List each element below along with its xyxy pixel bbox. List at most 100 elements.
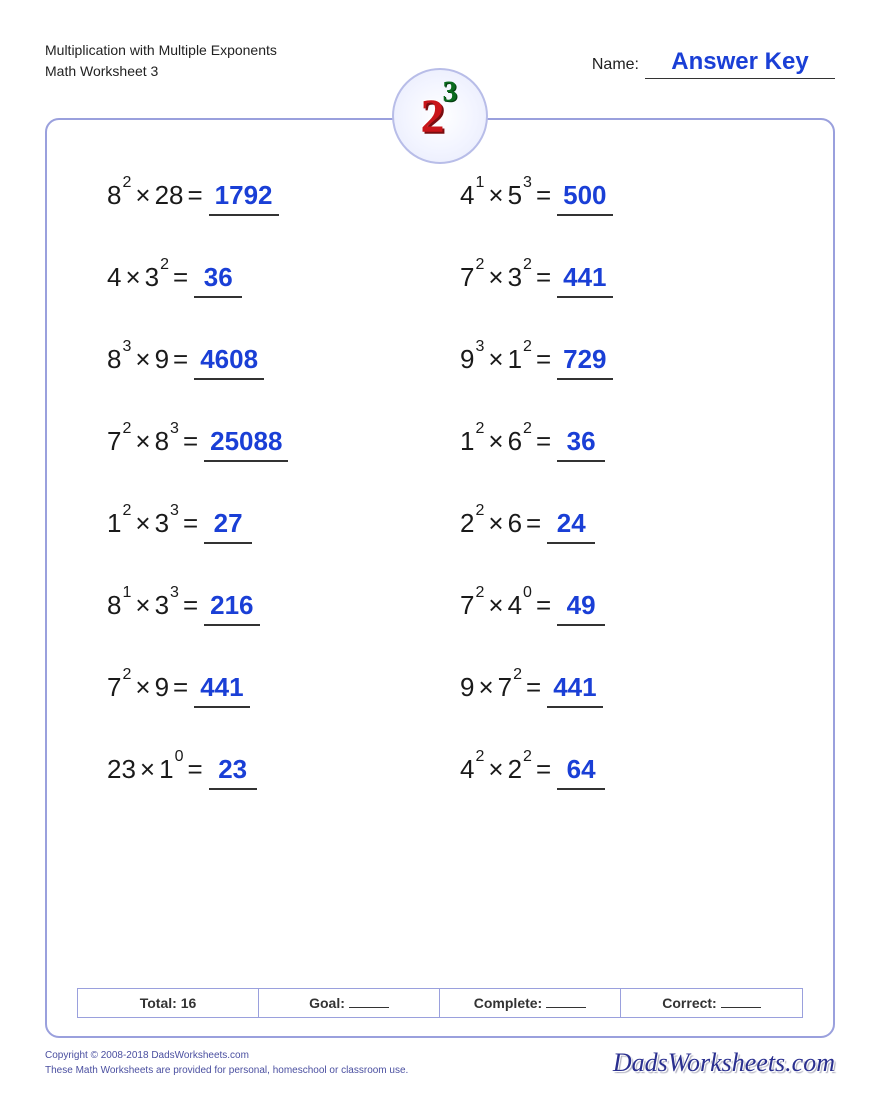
answer: 27 [204, 508, 252, 544]
expression: 12×33= [107, 508, 204, 539]
answer: 441 [547, 672, 602, 708]
expression: 83×9= [107, 344, 194, 375]
problem-16: 42×22=64 [460, 754, 773, 790]
answer: 36 [194, 262, 242, 298]
problem-15: 23×10=23 [107, 754, 420, 790]
term: 9 [460, 674, 474, 700]
term: 72 [460, 592, 484, 618]
stat-correct: Correct: [621, 989, 802, 1017]
problem-5: 83×9=4608 [107, 344, 420, 380]
answer: 441 [194, 672, 249, 708]
exponent-badge: 23 [392, 68, 488, 164]
term: 41 [460, 182, 484, 208]
term: 72 [107, 428, 131, 454]
term: 10 [159, 756, 183, 782]
term: 53 [508, 182, 532, 208]
problem-6: 93×12=729 [460, 344, 773, 380]
expression: 22×6= [460, 508, 547, 539]
term: 9 [155, 346, 169, 372]
problem-14: 9×72=441 [460, 672, 773, 708]
problem-4: 72×32=441 [460, 262, 773, 298]
stat-total: Total: 16 [78, 989, 259, 1017]
problem-7: 72×83=25088 [107, 426, 420, 462]
problem-12: 72×40=49 [460, 590, 773, 626]
expression: 41×53= [460, 180, 557, 211]
answer: 24 [547, 508, 595, 544]
answer: 500 [557, 180, 612, 216]
expression: 72×40= [460, 590, 557, 621]
term: 12 [508, 346, 532, 372]
footer-left: Copyright © 2008-2018 DadsWorksheets.com… [45, 1048, 408, 1078]
term: 22 [460, 510, 484, 536]
problem-10: 22×6=24 [460, 508, 773, 544]
name-value: Answer Key [645, 48, 835, 79]
problem-11: 81×33=216 [107, 590, 420, 626]
expression: 72×83= [107, 426, 204, 457]
term: 12 [460, 428, 484, 454]
problems-grid: 82×28=179241×53=5004×32=3672×32=44183×9=… [77, 180, 803, 790]
badge-expression: 23 [421, 89, 460, 144]
worksheet-frame: 82×28=179241×53=5004×32=3672×32=44183×9=… [45, 118, 835, 1038]
expression: 72×32= [460, 262, 557, 293]
title-line-1: Multiplication with Multiple Exponents [45, 40, 277, 61]
title-line-2: Math Worksheet 3 [45, 61, 277, 82]
answer: 441 [557, 262, 612, 298]
term: 6 [508, 510, 522, 536]
answer: 64 [557, 754, 605, 790]
term: 40 [508, 592, 532, 618]
name-label: Name: [592, 56, 639, 74]
expression: 72×9= [107, 672, 194, 703]
expression: 4×32= [107, 262, 194, 293]
problem-2: 41×53=500 [460, 180, 773, 216]
answer: 216 [204, 590, 259, 626]
answer: 23 [209, 754, 257, 790]
badge-base: 2 [421, 90, 445, 143]
term: 32 [508, 264, 532, 290]
term: 9 [155, 674, 169, 700]
term: 22 [508, 756, 532, 782]
footer-logo: DadsWorksheets.com [613, 1048, 835, 1078]
term: 28 [155, 182, 184, 208]
term: 42 [460, 756, 484, 782]
term: 83 [107, 346, 131, 372]
answer: 25088 [204, 426, 288, 462]
expression: 12×62= [460, 426, 557, 457]
answer: 49 [557, 590, 605, 626]
term: 72 [460, 264, 484, 290]
expression: 82×28= [107, 180, 209, 211]
footer: Copyright © 2008-2018 DadsWorksheets.com… [45, 1048, 835, 1078]
problem-9: 12×33=27 [107, 508, 420, 544]
term: 33 [155, 510, 179, 536]
expression: 23×10= [107, 754, 209, 785]
title-block: Multiplication with Multiple Exponents M… [45, 40, 277, 82]
term: 23 [107, 756, 136, 782]
expression: 93×12= [460, 344, 557, 375]
term: 72 [107, 674, 131, 700]
term: 62 [508, 428, 532, 454]
term: 12 [107, 510, 131, 536]
stat-complete: Complete: [440, 989, 621, 1017]
term: 93 [460, 346, 484, 372]
problem-13: 72×9=441 [107, 672, 420, 708]
answer: 36 [557, 426, 605, 462]
expression: 81×33= [107, 590, 204, 621]
tagline: These Math Worksheets are provided for p… [45, 1063, 408, 1078]
name-block: Name: Answer Key [592, 48, 835, 79]
stats-row: Total: 16 Goal: Complete: Correct: [77, 988, 803, 1018]
copyright: Copyright © 2008-2018 DadsWorksheets.com [45, 1048, 408, 1063]
term: 32 [145, 264, 169, 290]
badge-exp: 3 [443, 75, 458, 108]
answer: 1792 [209, 180, 279, 216]
term: 4 [107, 264, 121, 290]
term: 81 [107, 592, 131, 618]
term: 83 [155, 428, 179, 454]
answer: 729 [557, 344, 612, 380]
problem-3: 4×32=36 [107, 262, 420, 298]
stat-goal: Goal: [259, 989, 440, 1017]
problem-1: 82×28=1792 [107, 180, 420, 216]
expression: 42×22= [460, 754, 557, 785]
term: 82 [107, 182, 131, 208]
term: 72 [498, 674, 522, 700]
answer: 4608 [194, 344, 264, 380]
expression: 9×72= [460, 672, 547, 703]
